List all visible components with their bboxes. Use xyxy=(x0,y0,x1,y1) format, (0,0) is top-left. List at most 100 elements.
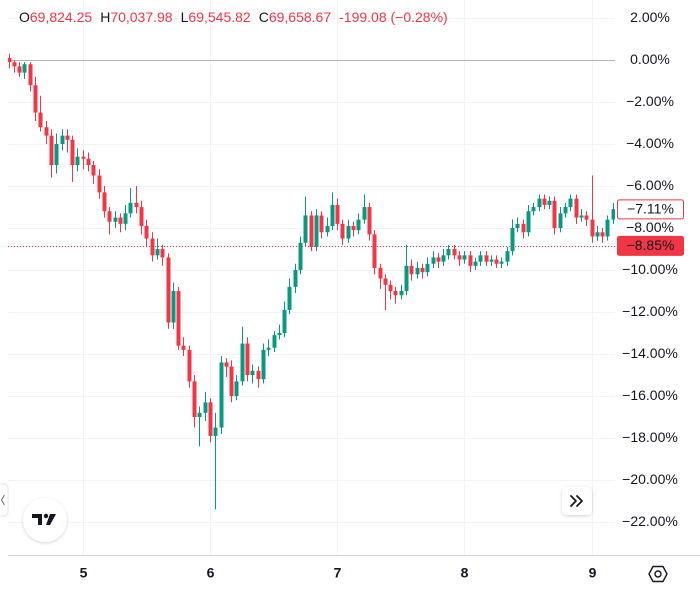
candle-body xyxy=(510,228,515,252)
candle-body xyxy=(351,225,356,231)
candle-body xyxy=(224,362,229,367)
y-tick-label: −22.00% xyxy=(622,513,678,529)
candle-body xyxy=(118,217,123,224)
candle-body xyxy=(319,215,324,233)
candle-body xyxy=(521,223,526,233)
x-tick-label: 7 xyxy=(334,565,342,581)
candle-body xyxy=(144,225,149,239)
candle-body xyxy=(579,215,584,218)
candle-body xyxy=(60,135,65,145)
candle-body xyxy=(531,207,536,212)
candle-body xyxy=(240,343,245,382)
candle-body xyxy=(293,270,298,287)
candle-body xyxy=(431,257,436,264)
candle-body xyxy=(584,215,589,220)
price-label-box xyxy=(617,199,684,220)
candle-body xyxy=(309,215,314,247)
y-tick-label: 2.00% xyxy=(630,9,670,25)
scroll-left-button[interactable] xyxy=(0,483,9,517)
candle-body xyxy=(441,255,446,262)
candle-body xyxy=(12,62,17,67)
candle-body xyxy=(160,249,165,258)
price-label: −8.85% xyxy=(627,237,675,253)
x-tick-label: 8 xyxy=(461,565,469,581)
candle-body xyxy=(203,402,208,413)
legend-key: C xyxy=(259,9,269,25)
candle-body xyxy=(484,255,489,262)
candle-body xyxy=(245,343,250,376)
candle-body xyxy=(468,255,473,266)
candle-body xyxy=(462,255,467,260)
candle-body xyxy=(54,144,59,166)
candle-body xyxy=(526,211,531,233)
candle-body xyxy=(590,219,595,237)
grid xyxy=(8,0,615,555)
candle-body xyxy=(65,135,70,140)
candle-body xyxy=(537,198,542,208)
price-label: −7.11% xyxy=(627,201,674,217)
candle-body xyxy=(489,259,494,262)
candle-body xyxy=(346,225,351,239)
x-tick-label: 9 xyxy=(589,565,597,581)
candle-body xyxy=(378,267,383,279)
candle-body xyxy=(208,402,213,436)
candle-body xyxy=(102,192,107,212)
candle-body xyxy=(515,223,520,229)
candle-body xyxy=(340,223,345,239)
y-tick-label: −18.00% xyxy=(622,429,678,445)
candle-body xyxy=(542,198,547,205)
candle-body xyxy=(113,217,118,222)
candle-body xyxy=(166,257,171,323)
candle-body xyxy=(8,57,12,63)
candle-body xyxy=(176,291,181,346)
y-tick-label: −10.00% xyxy=(622,261,678,277)
candle-body xyxy=(28,64,33,86)
candle-body xyxy=(134,202,139,208)
candle-body xyxy=(192,381,197,418)
legend-key: L xyxy=(181,9,189,25)
legend-value: 69,824.25 xyxy=(30,9,92,25)
candle-body xyxy=(383,278,388,285)
legend-key: O xyxy=(19,9,30,25)
candle-body xyxy=(33,85,38,113)
legend-key: H xyxy=(100,9,110,25)
candle-body xyxy=(261,349,266,380)
candle-body xyxy=(399,291,404,296)
legend-value: 70,037.98 xyxy=(110,9,172,25)
candle-body xyxy=(356,219,361,231)
candle-body xyxy=(38,112,43,128)
candle-body xyxy=(563,207,568,214)
candle-body xyxy=(123,213,128,224)
y-tick-label: −8.00% xyxy=(626,219,674,235)
logo[interactable] xyxy=(23,498,67,542)
y-tick-label: −2.00% xyxy=(626,93,674,109)
scroll-right-button[interactable] xyxy=(562,487,592,515)
candle-body xyxy=(75,156,80,166)
candle-body xyxy=(547,200,552,205)
candle-body xyxy=(197,412,202,418)
candle-body xyxy=(330,204,335,226)
candle-body xyxy=(287,286,292,310)
candle-body xyxy=(478,255,483,262)
candle-body xyxy=(171,291,176,323)
legend-change: -199.08 (−0.28%) xyxy=(339,9,448,25)
candle-body xyxy=(282,309,287,334)
candle-body xyxy=(457,255,462,260)
candle-body xyxy=(256,370,261,380)
price-label-box xyxy=(617,235,684,256)
candle-body xyxy=(393,291,398,296)
candle-body xyxy=(314,215,319,247)
candle-body xyxy=(595,232,600,237)
y-tick-label: −4.00% xyxy=(626,135,674,151)
y-tick-label: 0.00% xyxy=(630,51,670,67)
candle-body xyxy=(505,251,510,262)
settings-button[interactable] xyxy=(648,565,668,583)
y-tick-label: −20.00% xyxy=(622,471,678,487)
candle-body xyxy=(219,362,224,428)
candle-body xyxy=(181,345,186,350)
y-tick-label: −12.00% xyxy=(622,303,678,319)
candle-body xyxy=(404,265,409,292)
candle-body xyxy=(499,261,504,264)
